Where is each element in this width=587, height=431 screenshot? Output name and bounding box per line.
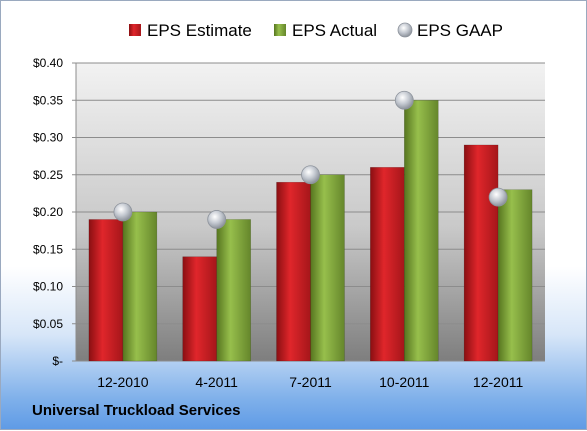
bars <box>88 100 533 362</box>
y-tick-label: $0.40 <box>33 56 63 70</box>
y-tick-label: $0.15 <box>33 242 63 256</box>
bar-eps-estimate <box>182 256 217 362</box>
marker-eps-gaap <box>207 210 227 229</box>
marker-eps-gaap <box>488 187 508 207</box>
bar-eps-actual <box>497 189 533 362</box>
bar-eps-estimate <box>276 181 311 362</box>
bar-eps-actual <box>122 211 158 362</box>
bar-eps-actual <box>310 174 345 362</box>
x-category-label: 4-2011 <box>195 374 238 390</box>
x-axis-labels: 12-2010 4-2011 7-2011 10-2011 12-2011 <box>97 374 523 390</box>
y-tick-label: $0.05 <box>33 317 63 331</box>
legend-swatch <box>397 22 413 38</box>
y-tick-label: $0.35 <box>33 93 63 107</box>
y-tick-label: $0.30 <box>33 131 63 145</box>
legend-swatch <box>274 24 286 36</box>
marker-eps-gaap <box>394 90 414 110</box>
legend: EPS Estimate EPS Actual EPS GAAP <box>129 21 503 40</box>
y-tick-label: $0.20 <box>33 205 63 219</box>
y-axis-ticks: $- $0.05 $0.10 $0.15 $0.20 $0.25 $0.30 $0.35 $0.… <box>33 56 63 368</box>
bar-eps-estimate <box>88 219 124 362</box>
legend-label: EPS Actual <box>292 21 377 40</box>
bar-eps-estimate <box>463 144 499 362</box>
x-category-label: 12-2011 <box>473 374 524 390</box>
x-category-label: 10-2011 <box>379 374 430 390</box>
y-tick-label: $0.10 <box>33 280 63 294</box>
marker-eps-gaap <box>301 165 320 185</box>
gaap-markers <box>113 90 508 229</box>
legend-label: EPS Estimate <box>147 21 252 40</box>
marker-eps-gaap <box>113 202 133 222</box>
y-tick-label: $0.25 <box>33 168 63 182</box>
bar-eps-actual <box>404 100 439 362</box>
x-category-label: 7-2011 <box>289 374 332 390</box>
legend-swatch <box>129 24 141 36</box>
bar-eps-estimate <box>370 167 405 362</box>
bar-eps-actual <box>216 219 251 362</box>
company-name: Universal Truckload Services <box>32 402 241 419</box>
y-tick-label: $- <box>52 354 63 368</box>
x-category-label: 12-2010 <box>97 374 149 390</box>
legend-label: EPS GAAP <box>417 21 503 40</box>
